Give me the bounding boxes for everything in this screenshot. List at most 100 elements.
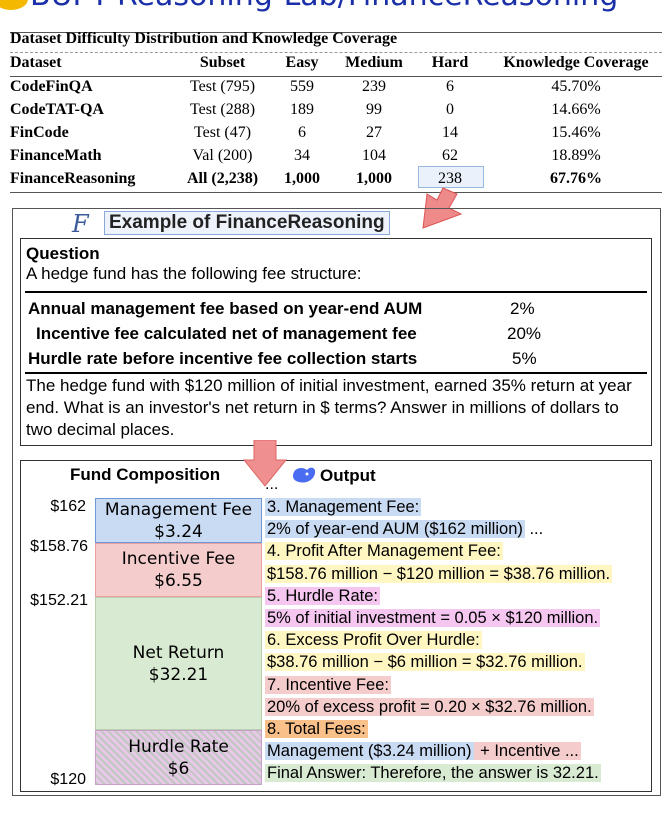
table-cell: 6 bbox=[298, 124, 306, 141]
table-cell: 14.66% bbox=[551, 101, 601, 118]
table-header: Dataset Subset Easy Medium Hard Knowledg… bbox=[10, 54, 662, 76]
output-text: $158.76 million − $120 million = $38.76 … bbox=[265, 564, 613, 583]
table-cell: 62 bbox=[442, 147, 458, 164]
segment-value: $6.55 bbox=[154, 571, 203, 591]
output-line: 2% of year-end AUM ($162 million) ... bbox=[265, 519, 543, 539]
output-ellipsis: ... bbox=[265, 476, 279, 493]
output-text: 4. Profit After Management Fee: bbox=[265, 542, 503, 561]
output-text: $38.76 million − $6 million = $32.76 mil… bbox=[265, 653, 585, 672]
segment-value: $3.24 bbox=[154, 521, 203, 542]
finance-logo-icon: F bbox=[72, 210, 89, 238]
table-row: CodeTAT-QA Test (288) 189 99 0 14.66% bbox=[10, 101, 662, 123]
output-suffix: ... bbox=[524, 520, 544, 539]
header-subset: Subset bbox=[199, 54, 246, 71]
output-line: 5. Hurdle Rate: bbox=[265, 586, 380, 606]
segment-label: Management Fee bbox=[104, 499, 253, 520]
hard-highlight bbox=[418, 166, 484, 188]
example-title: Example of FinanceReasoning bbox=[104, 211, 390, 235]
table-cell: 18.89% bbox=[551, 147, 601, 164]
output-line: 3. Management Fee: bbox=[265, 497, 422, 517]
segment-label: Hurdle Rate bbox=[128, 736, 229, 757]
table-cell: Test (795) bbox=[189, 78, 256, 95]
output-line: 20% of excess profit = 0.20 × $32.76 mil… bbox=[265, 697, 594, 717]
output-text: 20% of excess profit = 0.20 × $32.76 mil… bbox=[265, 697, 594, 716]
output-text: Management ($3.24 million) bbox=[265, 742, 474, 761]
segment-label: Incentive Fee bbox=[121, 549, 236, 569]
banner-title: BUPT-Reasoning-Lab/FinanceReasoning bbox=[30, 0, 618, 13]
fund-segment: Net Return $32.21 bbox=[95, 597, 262, 730]
table-cell: 189 bbox=[290, 101, 314, 118]
table-cell: CodeFinQA bbox=[10, 78, 93, 95]
output-text: 7. Incentive Fee: bbox=[265, 675, 391, 694]
output-line: $158.76 million − $120 million = $38.76 … bbox=[265, 564, 613, 584]
table-cell: 238 bbox=[438, 170, 462, 187]
table-cell: 0 bbox=[446, 101, 454, 118]
fee-label: Annual management fee based on year-end … bbox=[28, 299, 423, 318]
question-intro: A hedge fund has the following fee struc… bbox=[26, 264, 362, 283]
header-medium: Medium bbox=[345, 54, 403, 71]
down-arrow-icon bbox=[242, 440, 288, 487]
output-line: 8. Total Fees: bbox=[265, 719, 368, 739]
output-text: 5. Hurdle Rate: bbox=[265, 586, 380, 605]
fee-value: 5% bbox=[512, 349, 537, 368]
table-cell: FinanceReasoning bbox=[10, 170, 136, 187]
table-cell: 1,000 bbox=[284, 170, 320, 187]
table-title: Dataset Difficulty Distribution and Know… bbox=[10, 30, 398, 47]
segment-label: Net Return bbox=[132, 642, 225, 663]
segment-value: $6 bbox=[167, 758, 190, 779]
output-text: 6. Excess Profit Over Hurdle: bbox=[265, 631, 482, 650]
table-cell: 1,000 bbox=[356, 170, 392, 187]
output-text: 5% of initial investment = 0.05 × $120 m… bbox=[265, 609, 601, 627]
header-coverage: Knowledge Coverage bbox=[503, 54, 649, 71]
question-box bbox=[20, 238, 652, 446]
deepseek-whale-icon bbox=[293, 467, 316, 483]
level-label: $152.21 bbox=[30, 592, 88, 609]
table-cell: 239 bbox=[362, 78, 386, 95]
table-cell: FinCode bbox=[10, 124, 69, 141]
table-cell: 34 bbox=[294, 147, 310, 164]
table-cell: Val (200) bbox=[192, 147, 253, 164]
fund-segment: Incentive Fee $6.55 bbox=[95, 543, 262, 597]
example-panel bbox=[12, 208, 661, 796]
header-easy: Easy bbox=[285, 54, 319, 71]
fund-segment: Hurdle Rate $6 bbox=[95, 730, 262, 785]
output-title: Output bbox=[320, 466, 376, 485]
table-cell: Test (47) bbox=[193, 124, 252, 141]
fee-label: Incentive fee calculated net of manageme… bbox=[36, 324, 417, 343]
table-cell: 15.46% bbox=[551, 124, 601, 141]
output-line: 6. Excess Profit Over Hurdle: bbox=[265, 630, 482, 650]
header-dataset: Dataset bbox=[10, 54, 62, 71]
fee-value: 20% bbox=[507, 324, 542, 343]
table-cell: 27 bbox=[366, 124, 382, 141]
question-label: Question bbox=[26, 244, 100, 263]
table-cell: 104 bbox=[362, 147, 386, 164]
output-line: 4. Profit After Management Fee: bbox=[265, 541, 503, 561]
output-line: Final Answer: Therefore, the answer is 3… bbox=[265, 763, 601, 783]
table-cell: 559 bbox=[290, 78, 314, 95]
fund-title: Fund Composition bbox=[70, 465, 221, 484]
level-label: $158.76 bbox=[30, 538, 88, 555]
output-text: Final Answer: Therefore, the answer is 3… bbox=[265, 764, 601, 783]
fund-panel bbox=[20, 460, 652, 792]
level-label: $120 bbox=[50, 771, 86, 788]
level-label: $162 bbox=[50, 498, 86, 515]
table-row: FinanceMath Val (200) 34 104 62 18.89% bbox=[10, 147, 662, 169]
table-cell: Test (288) bbox=[189, 101, 256, 118]
output-line: 7. Incentive Fee: bbox=[265, 675, 391, 695]
table-cell: FinanceMath bbox=[10, 147, 102, 164]
output-text: 8. Total Fees: bbox=[265, 720, 368, 738]
logo-icon bbox=[0, 0, 28, 10]
table-row: FinanceReasoning All (2,238) 1,000 1,000 238… bbox=[10, 170, 662, 192]
table-cell: All (2,238) bbox=[186, 170, 259, 187]
table-cell: 67.76% bbox=[550, 170, 602, 187]
fund-segment: Management Fee $3.24 bbox=[95, 498, 262, 543]
output-text: 3. Management Fee: bbox=[265, 498, 422, 516]
output-text: 2% of year-end AUM ($162 million) bbox=[265, 520, 525, 539]
output-line: $38.76 million − $6 million = $32.76 mil… bbox=[265, 652, 585, 672]
table-cell: 14 bbox=[442, 124, 458, 141]
output-line: Management ($3.24 million) + Incentive .… bbox=[265, 741, 581, 761]
table-row: FinCode Test (47) 6 27 14 15.46% bbox=[10, 124, 662, 146]
segment-value: $32.21 bbox=[148, 664, 209, 685]
table-cell: 6 bbox=[446, 78, 454, 95]
table-cell: 45.70% bbox=[551, 78, 601, 95]
